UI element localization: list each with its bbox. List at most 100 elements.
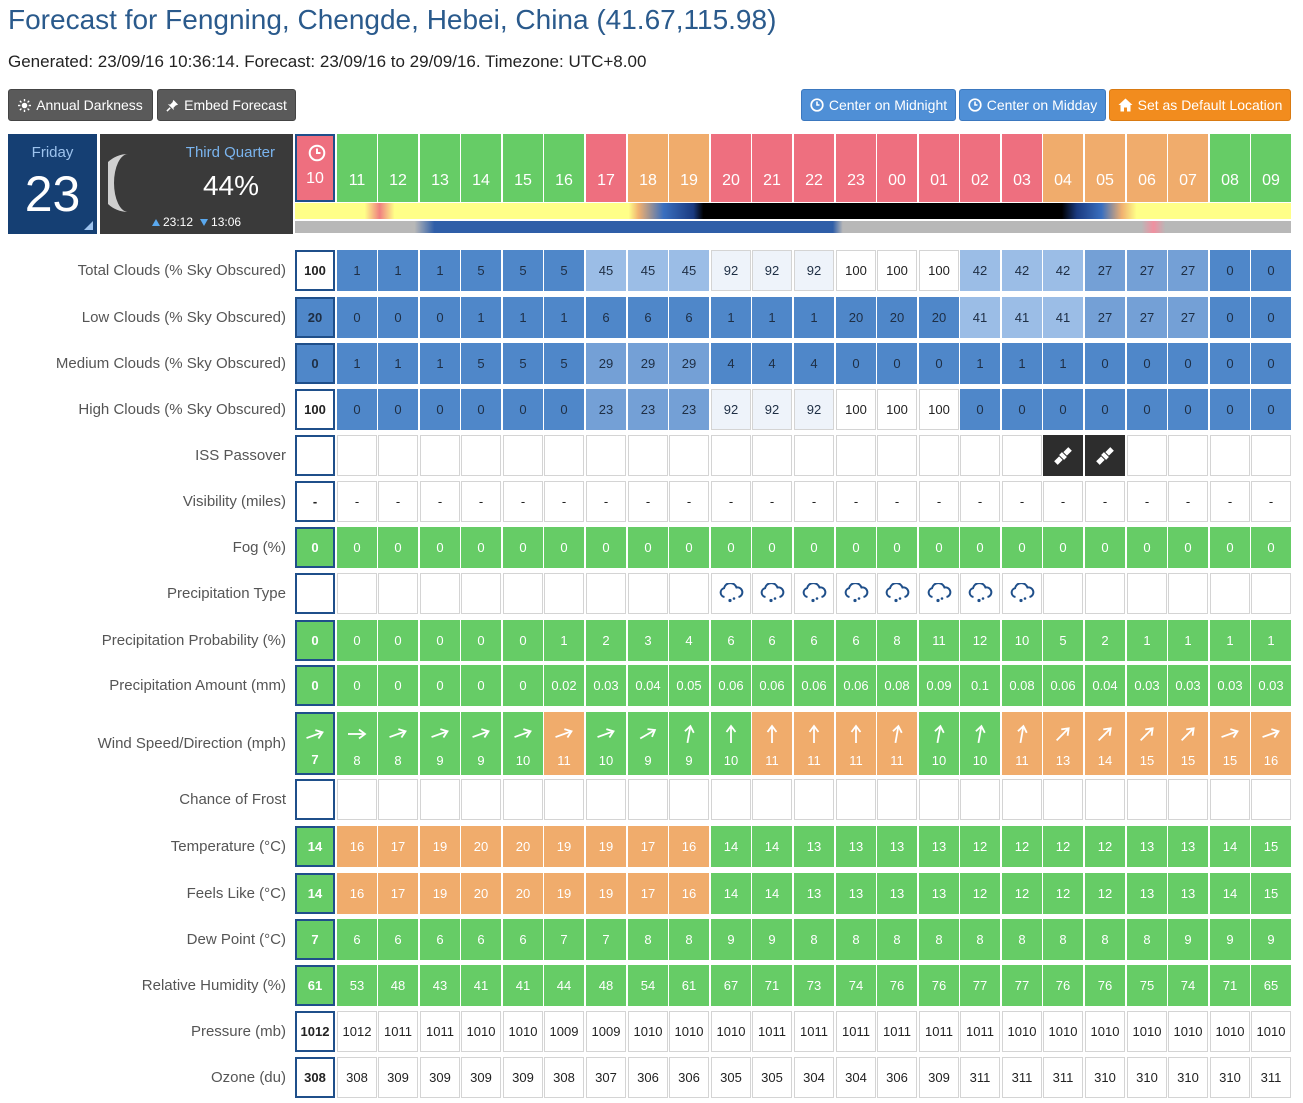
- data-cell: 0: [378, 620, 418, 661]
- data-cell: 14: [1210, 826, 1250, 867]
- data-cell: 1: [1168, 620, 1208, 661]
- hour-label: 08: [1221, 172, 1239, 189]
- data-cell: [1085, 779, 1125, 820]
- data-cell: 7: [544, 919, 584, 960]
- data-cell: -: [378, 481, 418, 522]
- data-cell: 12: [1085, 826, 1125, 867]
- wind-arrow-icon: [597, 728, 615, 739]
- data-cell: [1085, 573, 1125, 614]
- wind-cell: 11: [544, 712, 584, 775]
- data-cell: [1251, 779, 1291, 820]
- corner-triangle-icon: [84, 221, 93, 230]
- data-cell: 1010: [1210, 1011, 1250, 1052]
- data-cell: 0: [420, 665, 460, 706]
- data-cell: 0.03: [1251, 665, 1291, 706]
- data-cell: [586, 435, 626, 476]
- data-cell: [1002, 435, 1042, 476]
- data-cell: 9: [1168, 919, 1208, 960]
- data-cell: 0: [1127, 527, 1167, 568]
- home-icon: [1118, 98, 1133, 112]
- center-midday-label: Center on Midday: [986, 97, 1098, 113]
- wind-arrow-icon: [1017, 724, 1028, 744]
- data-cell: 5: [544, 343, 584, 384]
- center-midday-button[interactable]: Center on Midday: [959, 89, 1106, 121]
- wind-cell: 13: [1043, 712, 1083, 775]
- data-cell: 8: [1085, 919, 1125, 960]
- wind-arrow-icon: [639, 728, 657, 740]
- wind-arrow-icon: [472, 728, 490, 739]
- data-cell: [1210, 779, 1250, 820]
- wind-cell: 10: [960, 712, 1000, 775]
- moon-phase-icon: [108, 154, 128, 212]
- hour-cell: 09: [1251, 134, 1291, 202]
- clock-icon: [810, 98, 824, 112]
- data-cell: -: [1251, 481, 1291, 522]
- data-cell: [295, 779, 335, 820]
- data-cell: 20: [461, 873, 501, 914]
- row-label: Fog (%): [232, 539, 286, 556]
- data-cell: 0.1: [960, 665, 1000, 706]
- data-cell: 17: [628, 873, 668, 914]
- data-cell: 6: [669, 297, 709, 338]
- data-cell: 309: [503, 1057, 543, 1098]
- data-cell: 0: [503, 620, 543, 661]
- wind-arrow-icon: [766, 724, 778, 743]
- data-cell: [1043, 435, 1083, 476]
- data-cell: 8: [919, 919, 959, 960]
- wind-cell: 8: [378, 712, 418, 775]
- data-cell: 74: [1168, 965, 1208, 1006]
- data-cell: 13: [1168, 873, 1208, 914]
- data-cell: 12: [960, 620, 1000, 661]
- hour-cell: 13: [420, 134, 460, 202]
- wind-cell: 10: [586, 712, 626, 775]
- rain-icon: [760, 582, 785, 602]
- data-cell: 1: [752, 297, 792, 338]
- data-cell: 0: [1043, 389, 1083, 430]
- data-cell: 4: [669, 620, 709, 661]
- data-cell: 9: [752, 919, 792, 960]
- wind-speed: 16: [1263, 753, 1279, 768]
- data-cell: 0: [503, 527, 543, 568]
- satellite-icon: [1096, 446, 1114, 465]
- wind-arrow-icon: [725, 724, 737, 743]
- data-cell: 1: [337, 343, 377, 384]
- data-cell: 15: [1251, 873, 1291, 914]
- set-default-location-button[interactable]: Set as Default Location: [1109, 89, 1291, 121]
- data-cell: -: [669, 481, 709, 522]
- data-cell: 1: [378, 343, 418, 384]
- wind-cell: 15: [1127, 712, 1167, 775]
- data-cell: 74: [836, 965, 876, 1006]
- hour-label: 19: [680, 172, 698, 189]
- center-midnight-button[interactable]: Center on Midnight: [801, 89, 956, 121]
- data-cell: 1010: [1127, 1011, 1167, 1052]
- data-cell: 0: [1085, 389, 1125, 430]
- data-cell: 1: [461, 297, 501, 338]
- data-cell: 8: [1127, 919, 1167, 960]
- embed-forecast-button[interactable]: Embed Forecast: [157, 89, 296, 121]
- data-cell: 27: [1085, 250, 1125, 291]
- data-cell: 0: [1251, 297, 1291, 338]
- data-cell: 1010: [628, 1011, 668, 1052]
- data-cell: 0: [794, 527, 834, 568]
- data-cell: 1: [1251, 620, 1291, 661]
- data-cell: [1168, 573, 1208, 614]
- data-cell: 0: [544, 389, 584, 430]
- data-cell: 0: [461, 527, 501, 568]
- data-cell: 42: [1043, 250, 1083, 291]
- data-cell: 92: [794, 389, 834, 430]
- data-cell: 7: [586, 919, 626, 960]
- hour-cell: 23: [836, 134, 876, 202]
- data-cell: [586, 779, 626, 820]
- wind-cell: 10: [503, 712, 543, 775]
- data-cell: 19: [544, 873, 584, 914]
- data-cell: 100: [836, 250, 876, 291]
- data-cell: 92: [752, 250, 792, 291]
- data-cell: 29: [628, 343, 668, 384]
- data-cell: [295, 573, 335, 614]
- data-cell: [1251, 435, 1291, 476]
- annual-darkness-button[interactable]: Annual Darkness: [8, 89, 153, 121]
- data-cell: 0: [711, 527, 751, 568]
- data-cell: -: [836, 481, 876, 522]
- data-cell: 311: [1251, 1057, 1291, 1098]
- wind-arrow-icon: [1221, 728, 1239, 739]
